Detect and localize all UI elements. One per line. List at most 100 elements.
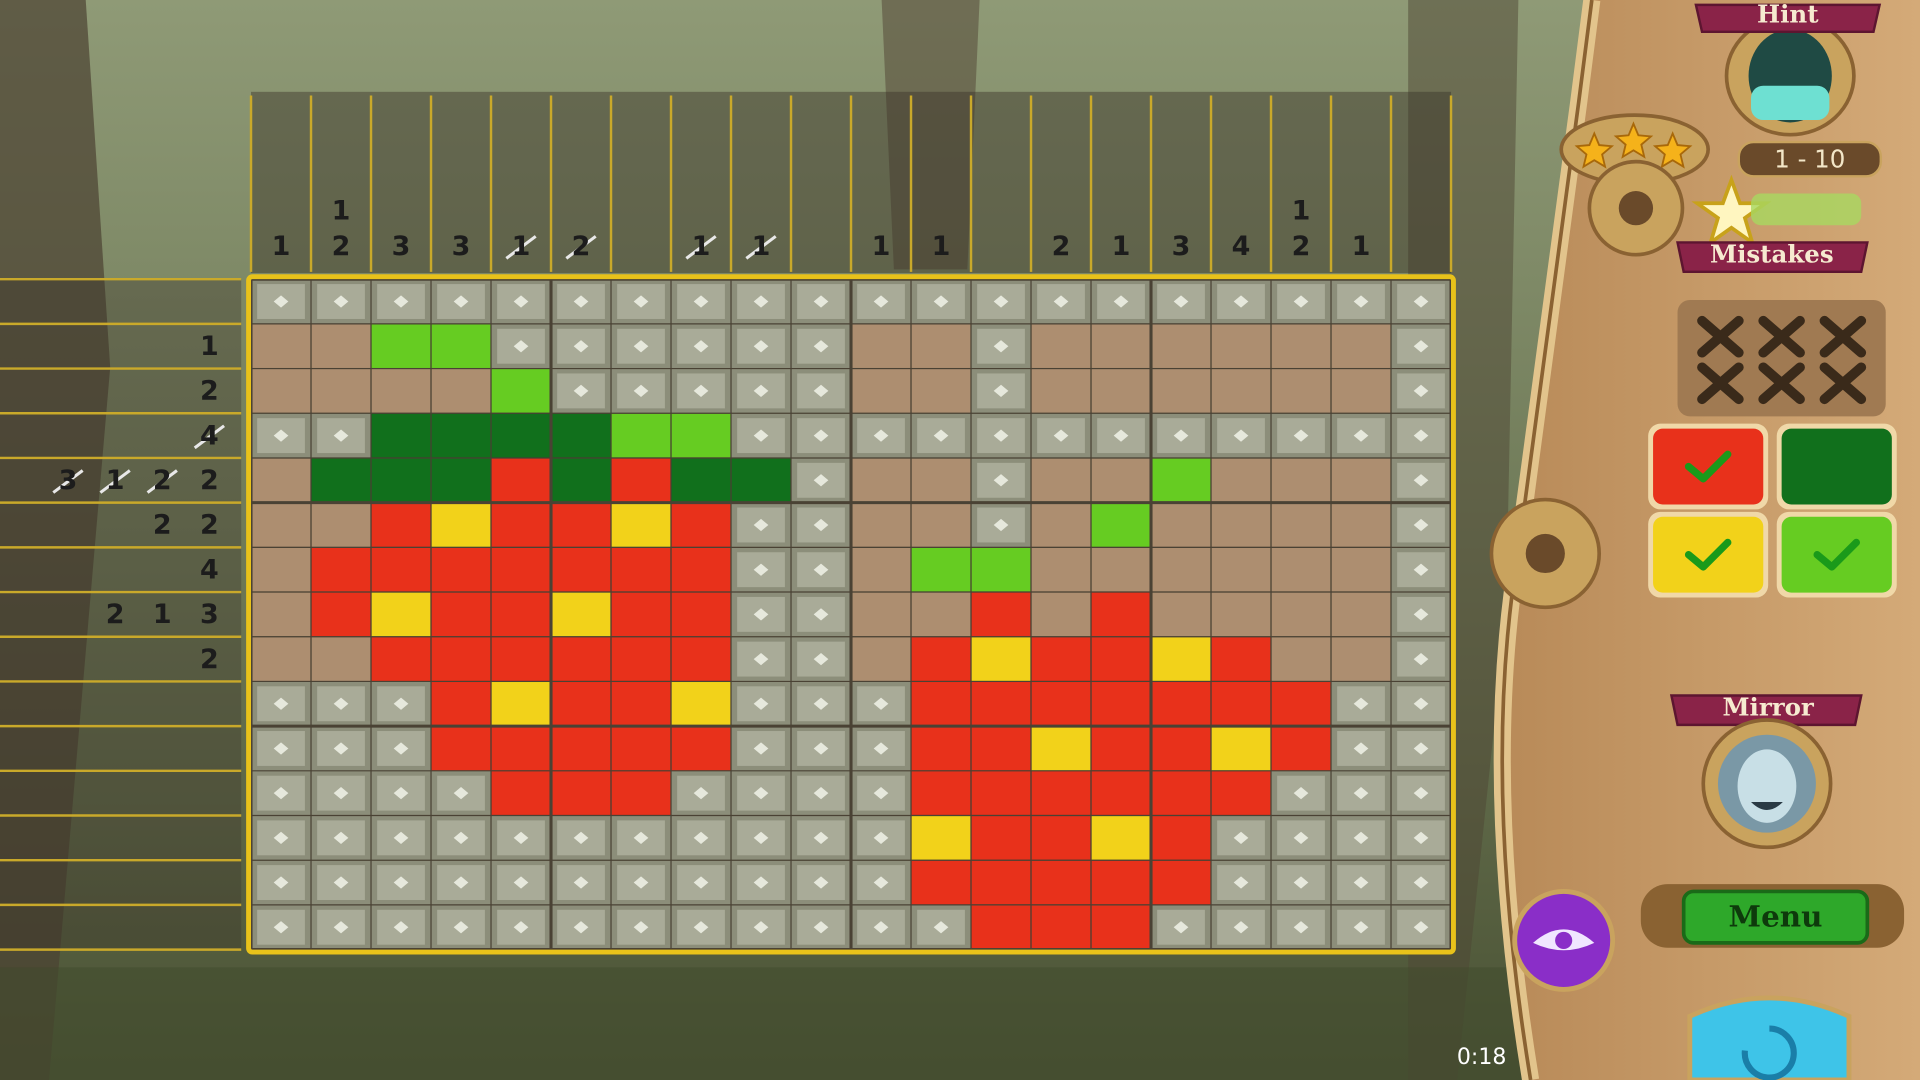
cell-stud	[753, 876, 769, 889]
star	[1652, 131, 1693, 169]
cell	[610, 725, 672, 772]
cell-stud	[813, 608, 829, 621]
cell	[910, 636, 972, 683]
cell-stud	[933, 295, 949, 308]
cell-stud	[1413, 921, 1429, 934]
cell-stud	[873, 697, 889, 710]
cell-stud	[633, 384, 649, 398]
level-pill	[1737, 140, 1883, 178]
cell-stud	[1413, 608, 1429, 621]
cell	[310, 457, 372, 504]
cell	[730, 457, 792, 504]
cell	[1090, 457, 1152, 504]
mistake-mark	[1697, 315, 1744, 358]
cell	[430, 680, 492, 727]
cell	[670, 546, 732, 593]
star	[1613, 121, 1654, 159]
row-clue: 2	[200, 465, 219, 496]
menu-label[interactable]: Menu	[1729, 898, 1823, 933]
cell	[1030, 502, 1092, 548]
cell	[1030, 904, 1092, 951]
cell	[850, 546, 912, 593]
mirror-label: Mirror	[1722, 692, 1814, 721]
cell-stud	[933, 921, 949, 934]
cell-stud	[393, 697, 409, 710]
cell	[970, 546, 1032, 593]
cell	[1210, 457, 1272, 504]
palette-swatch[interactable]	[1653, 428, 1764, 505]
row-clue: 2	[200, 644, 219, 675]
cell	[1030, 725, 1092, 772]
cell	[490, 546, 552, 593]
cell	[490, 680, 552, 727]
star	[1574, 131, 1615, 169]
palette-swatch[interactable]	[1781, 516, 1892, 593]
cell	[910, 814, 972, 861]
cell	[310, 546, 372, 593]
ornament	[1618, 191, 1654, 226]
cell-stud	[753, 921, 769, 934]
column-clue: 2	[572, 231, 591, 262]
cell	[910, 770, 972, 817]
cell	[1030, 814, 1092, 861]
cell	[1090, 502, 1152, 548]
cell	[430, 323, 492, 370]
column-clue: 1	[272, 231, 291, 262]
column-clue: 1	[692, 231, 711, 262]
cell	[1210, 367, 1272, 414]
row-clue: 2	[200, 510, 219, 541]
palette-swatch[interactable]	[1781, 428, 1892, 505]
cell	[850, 636, 912, 683]
reset-button[interactable]	[1687, 995, 1852, 1080]
cell-stud	[1173, 921, 1189, 934]
cell	[1330, 636, 1392, 683]
cell	[1210, 323, 1272, 370]
cell	[1030, 546, 1092, 593]
menu-button[interactable]	[1681, 889, 1870, 945]
cell-stud	[1233, 831, 1249, 844]
column-clue: 3	[452, 231, 471, 262]
cell	[1330, 502, 1392, 548]
cell-stud	[813, 652, 829, 666]
cell	[1090, 591, 1152, 638]
eye-icon	[1555, 931, 1573, 949]
cell-stud	[633, 876, 649, 889]
cell	[850, 502, 912, 548]
cell	[1150, 814, 1212, 861]
cell-stud	[693, 384, 709, 398]
cell-stud	[1413, 429, 1429, 442]
cell-stud	[1353, 831, 1369, 844]
cell-stud	[1053, 295, 1069, 308]
cell	[430, 367, 492, 414]
row-clue: 2	[106, 599, 125, 630]
cell	[550, 546, 612, 593]
row-clue: 3	[200, 599, 219, 630]
cell-stud	[813, 787, 829, 800]
cell-stud	[753, 340, 769, 353]
row-clue: 1	[153, 599, 172, 630]
cell-stud	[753, 831, 769, 844]
row-clue: 2	[200, 376, 219, 407]
cell	[670, 412, 732, 459]
cell	[1330, 323, 1392, 370]
cell-stud	[453, 831, 469, 844]
cell	[250, 502, 312, 548]
cell-stud	[333, 429, 349, 442]
clue-cross	[193, 424, 225, 450]
cell	[610, 412, 672, 459]
tree-trunk	[0, 0, 111, 1080]
cell-stud	[873, 742, 889, 755]
mistakes-label: Mistakes	[1710, 239, 1834, 268]
cell-stud	[633, 831, 649, 844]
cell-stud	[393, 831, 409, 844]
cell	[370, 636, 432, 683]
cell	[250, 591, 312, 638]
palette-swatch[interactable]	[1653, 516, 1764, 593]
cell-stud	[813, 742, 829, 755]
cell	[1150, 770, 1212, 817]
cell	[1150, 457, 1212, 504]
cell-stud	[1293, 921, 1309, 934]
cell-stud	[1293, 429, 1309, 442]
cell-stud	[813, 876, 829, 889]
